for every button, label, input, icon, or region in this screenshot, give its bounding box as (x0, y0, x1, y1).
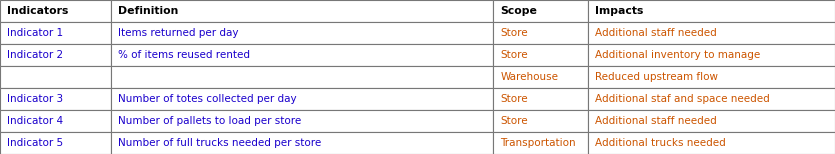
Text: Additional trucks needed: Additional trucks needed (595, 138, 726, 148)
Bar (111, 88, 493, 110)
Text: Store: Store (500, 28, 528, 38)
Text: Additional inventory to manage: Additional inventory to manage (595, 50, 760, 60)
Text: Number of totes collected per day: Number of totes collected per day (118, 94, 296, 104)
Bar (588, 22, 835, 44)
Bar (111, 66, 493, 88)
Bar (111, 44, 493, 66)
Bar (588, 0, 835, 22)
Bar (0, 0, 111, 22)
Bar (111, 132, 493, 154)
Bar (0, 44, 111, 66)
Text: Additional staff needed: Additional staff needed (595, 116, 716, 126)
Bar (0, 110, 111, 132)
Text: Indicator 5: Indicator 5 (7, 138, 63, 148)
Bar (493, 110, 588, 132)
Text: Indicators: Indicators (7, 6, 68, 16)
Bar (493, 22, 588, 44)
Bar (588, 88, 835, 110)
Text: Definition: Definition (118, 6, 178, 16)
Text: Number of full trucks needed per store: Number of full trucks needed per store (118, 138, 321, 148)
Bar (0, 132, 111, 154)
Text: % of items reused rented: % of items reused rented (118, 50, 250, 60)
Text: Indicator 2: Indicator 2 (7, 50, 63, 60)
Bar (0, 66, 111, 88)
Text: Scope: Scope (500, 6, 537, 16)
Text: Impacts: Impacts (595, 6, 643, 16)
Bar (111, 0, 493, 22)
Bar (493, 0, 588, 22)
Bar (588, 44, 835, 66)
Text: Store: Store (500, 50, 528, 60)
Bar (0, 22, 111, 44)
Text: Number of pallets to load per store: Number of pallets to load per store (118, 116, 301, 126)
Text: Indicator 1: Indicator 1 (7, 28, 63, 38)
Text: Indicator 3: Indicator 3 (7, 94, 63, 104)
Bar (588, 66, 835, 88)
Bar (588, 132, 835, 154)
Bar (111, 22, 493, 44)
Text: Indicator 4: Indicator 4 (7, 116, 63, 126)
Text: Additional staff needed: Additional staff needed (595, 28, 716, 38)
Text: Transportation: Transportation (500, 138, 576, 148)
Text: Store: Store (500, 116, 528, 126)
Text: Store: Store (500, 94, 528, 104)
Bar (588, 110, 835, 132)
Bar (493, 44, 588, 66)
Text: Items returned per day: Items returned per day (118, 28, 238, 38)
Text: Additional staf and space needed: Additional staf and space needed (595, 94, 769, 104)
Bar (493, 132, 588, 154)
Text: Warehouse: Warehouse (500, 72, 558, 82)
Text: Reduced upstream flow: Reduced upstream flow (595, 72, 717, 82)
Bar (0, 88, 111, 110)
Bar (493, 88, 588, 110)
Bar (493, 66, 588, 88)
Bar (111, 110, 493, 132)
